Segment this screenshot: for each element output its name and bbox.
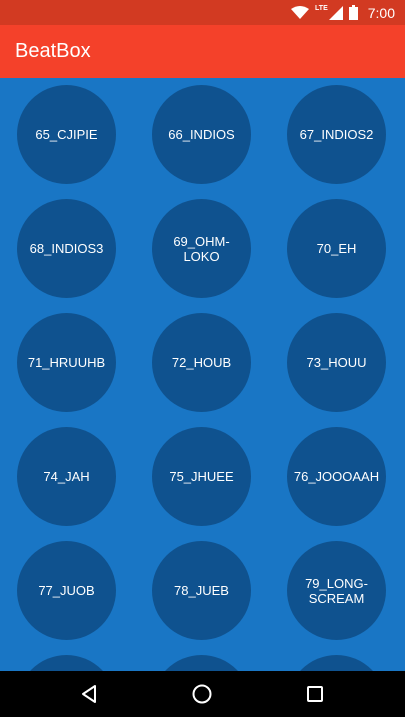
sound-cell xyxy=(135,655,270,671)
sound-cell: 71_HRUUHB xyxy=(0,313,135,427)
app-title: BeatBox xyxy=(15,40,91,62)
sound-button[interactable]: 79_LONG-SCREAM xyxy=(287,541,386,640)
back-icon[interactable] xyxy=(77,682,101,706)
sound-button[interactable]: 76_JOOOAAH xyxy=(287,427,386,526)
cell-signal-icon xyxy=(328,5,343,20)
sound-button[interactable] xyxy=(17,655,116,671)
lte-label: LTE xyxy=(315,5,328,12)
app-bar: BeatBox xyxy=(0,25,405,78)
sound-button[interactable]: 75_JHUEE xyxy=(152,427,251,526)
recents-icon[interactable] xyxy=(303,682,327,706)
sound-grid: 65_CJIPIE 66_INDIOS 67_INDIOS2 68_INDIOS3 69… xyxy=(0,85,405,671)
sound-button[interactable]: 66_INDIOS xyxy=(152,85,251,184)
sound-cell xyxy=(270,655,405,671)
sound-button[interactable]: 72_HOUB xyxy=(152,313,251,412)
navigation-bar xyxy=(0,671,405,717)
sound-cell: 77_JUOB xyxy=(0,541,135,655)
sound-cell: 70_EH xyxy=(270,199,405,313)
sound-cell: 78_JUEB xyxy=(135,541,270,655)
sound-button[interactable]: 67_INDIOS2 xyxy=(287,85,386,184)
status-bar: LTE 7:00 xyxy=(0,0,405,25)
sound-cell: 75_JHUEE xyxy=(135,427,270,541)
sound-button[interactable]: 73_HOUU xyxy=(287,313,386,412)
sound-cell: 74_JAH xyxy=(0,427,135,541)
sound-button[interactable]: 77_JUOB xyxy=(17,541,116,640)
sound-button[interactable] xyxy=(287,655,386,671)
sound-cell xyxy=(0,655,135,671)
sound-cell: 66_INDIOS xyxy=(135,85,270,199)
status-icons: LTE 7:00 xyxy=(291,0,395,25)
sound-button[interactable]: 70_EH xyxy=(287,199,386,298)
sound-cell: 65_CJIPIE xyxy=(0,85,135,199)
clock: 7:00 xyxy=(367,4,395,21)
sound-button[interactable]: 78_JUEB xyxy=(152,541,251,640)
sound-cell: 73_HOUU xyxy=(270,313,405,427)
sound-button[interactable] xyxy=(152,655,251,671)
sound-button[interactable]: 68_INDIOS3 xyxy=(17,199,116,298)
sound-cell: 76_JOOOAAH xyxy=(270,427,405,541)
home-icon[interactable] xyxy=(190,682,214,706)
sound-cell: 68_INDIOS3 xyxy=(0,199,135,313)
sound-cell: 67_INDIOS2 xyxy=(270,85,405,199)
wifi-icon xyxy=(291,5,310,20)
sound-button[interactable]: 69_OHM-LOKO xyxy=(152,199,251,298)
sound-button[interactable]: 74_JAH xyxy=(17,427,116,526)
sound-cell: 79_LONG-SCREAM xyxy=(270,541,405,655)
battery-icon xyxy=(348,5,358,20)
sound-grid-container[interactable]: 65_CJIPIE 66_INDIOS 67_INDIOS2 68_INDIOS3 69… xyxy=(0,78,405,671)
sound-button[interactable]: 71_HRUUHB xyxy=(17,313,116,412)
sound-button[interactable]: 65_CJIPIE xyxy=(17,85,116,184)
sound-cell: 69_OHM-LOKO xyxy=(135,199,270,313)
sound-cell: 72_HOUB xyxy=(135,313,270,427)
